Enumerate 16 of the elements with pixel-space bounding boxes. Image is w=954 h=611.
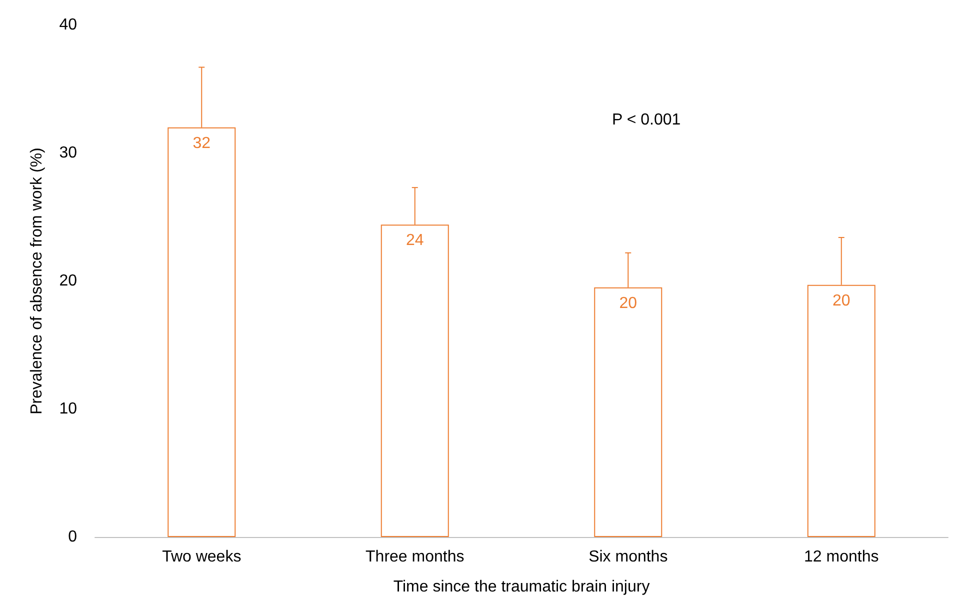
y-tick-label: 0 bbox=[68, 528, 78, 546]
data-label: 32 bbox=[192, 134, 211, 152]
y-tick-label: 10 bbox=[59, 400, 78, 418]
x-tick-label: 12 months bbox=[804, 548, 879, 566]
y-tick-label: 40 bbox=[59, 16, 78, 34]
data-label: 24 bbox=[406, 232, 424, 250]
data-label: 20 bbox=[832, 292, 850, 310]
y-tick-label: 20 bbox=[59, 272, 78, 290]
x-tick-label: Three months bbox=[366, 548, 464, 566]
x-axis-title: Time since the traumatic brain injury bbox=[393, 578, 650, 596]
x-tick-label: Six months bbox=[588, 548, 668, 566]
annotation: P < 0.001 bbox=[612, 112, 681, 128]
y-tick-label: 30 bbox=[59, 144, 78, 162]
x-tick-label: Two weeks bbox=[162, 548, 242, 566]
data-label: 20 bbox=[619, 294, 638, 312]
y-axis-title: Prevalence of absence from work (%) bbox=[28, 148, 46, 414]
